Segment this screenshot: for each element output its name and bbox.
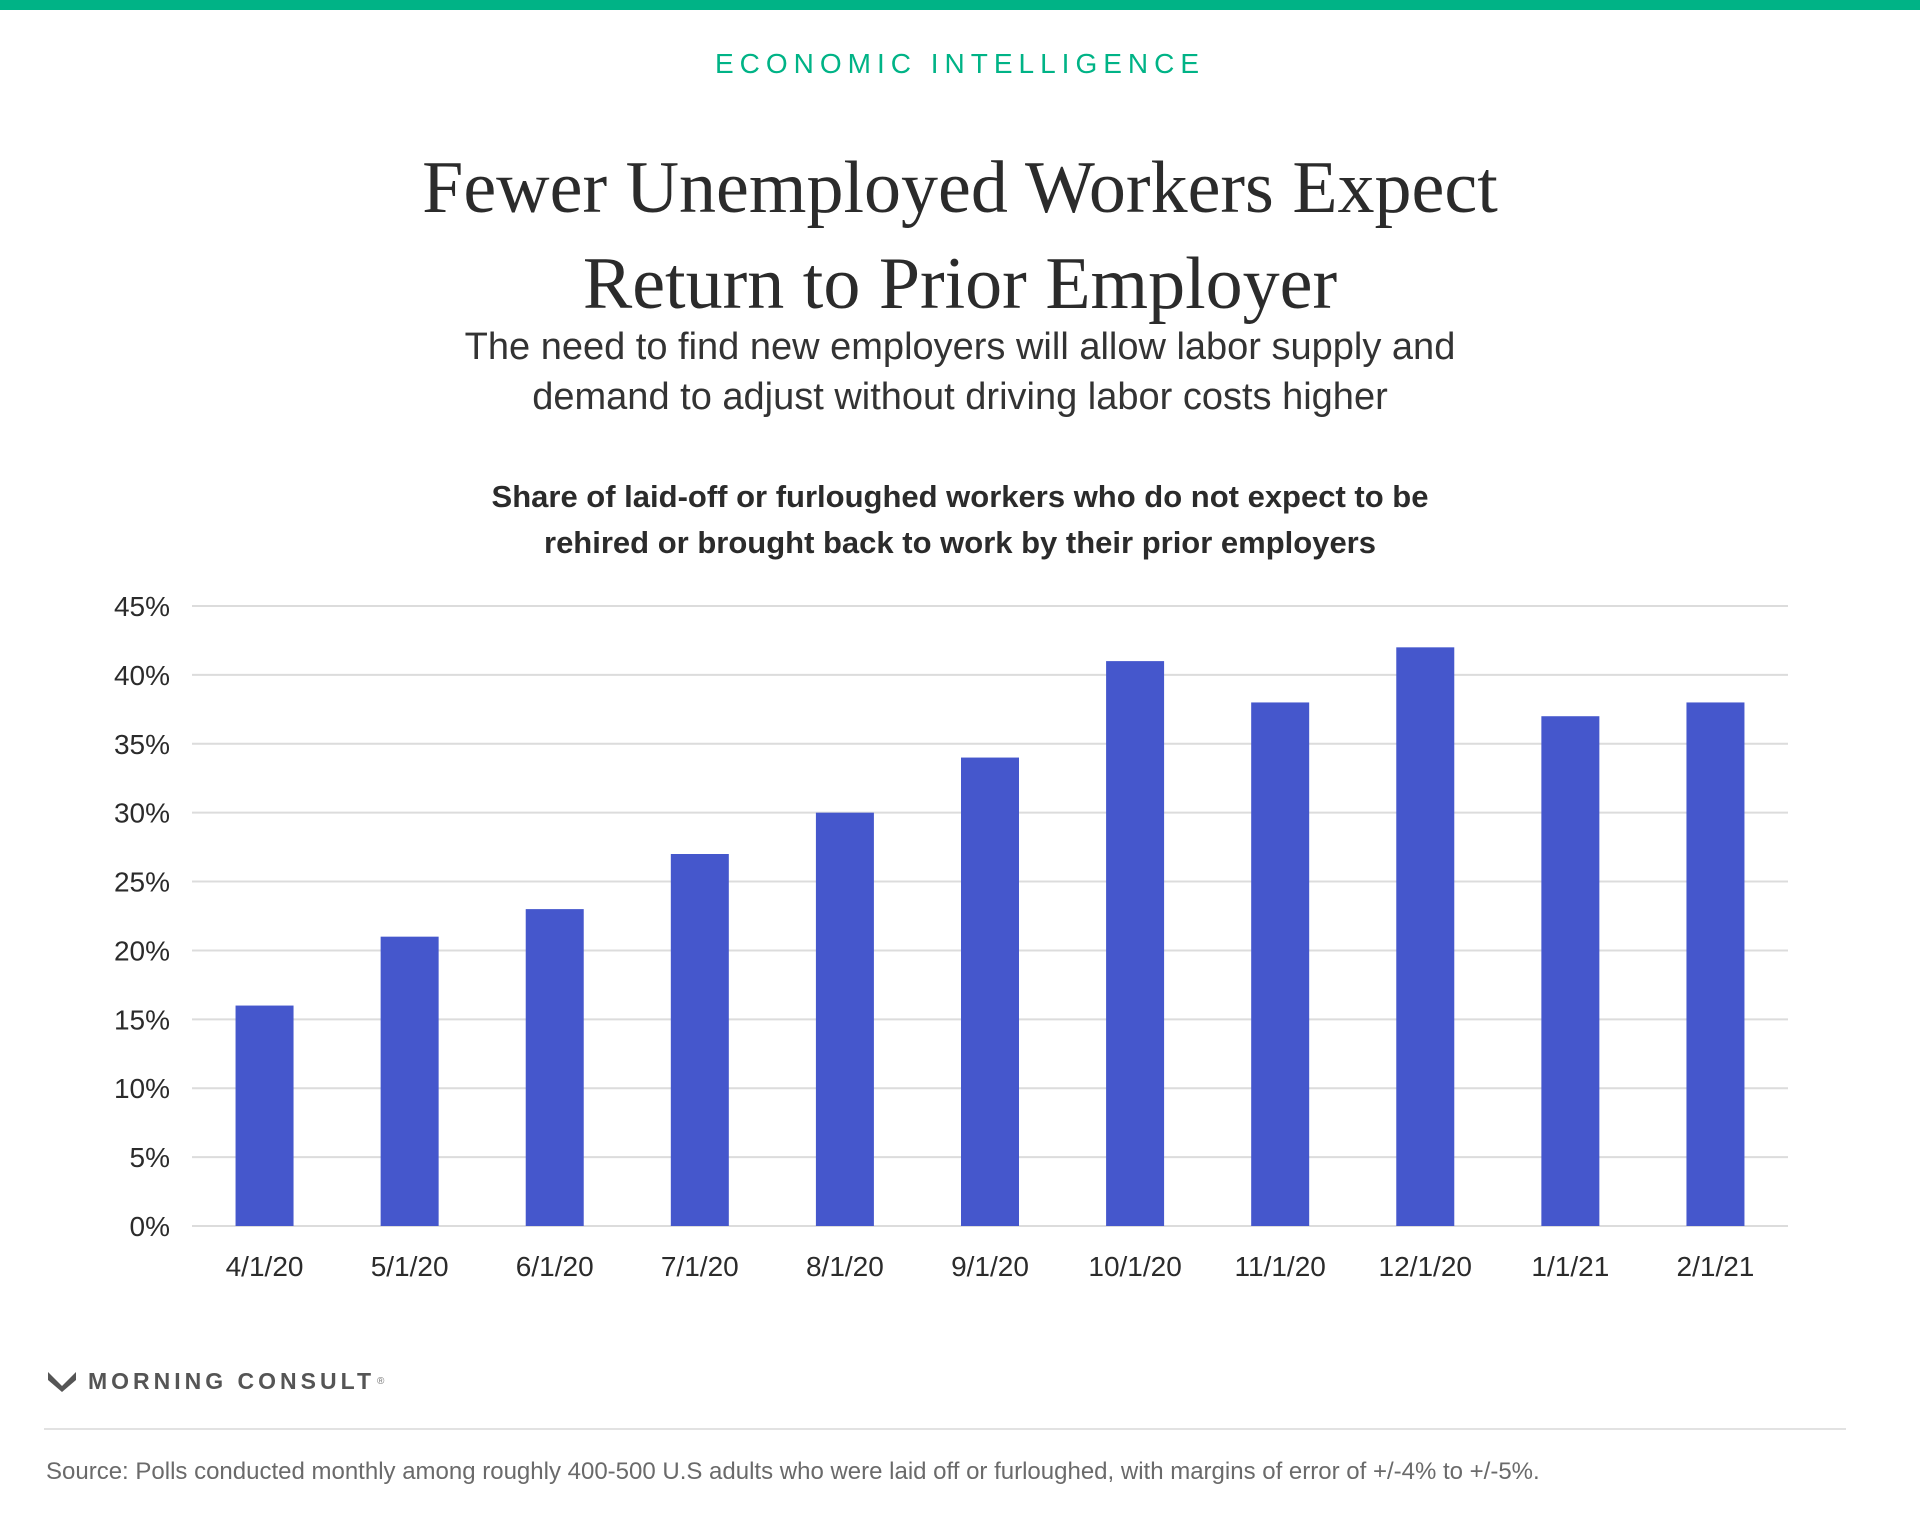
accent-top-bar (0, 0, 1920, 10)
x-tick-label: 6/1/20 (516, 1251, 594, 1282)
bar (235, 1005, 294, 1226)
bar (961, 757, 1019, 1226)
brand-name: MORNING CONSULT (88, 1367, 376, 1394)
y-tick-label: 45% (114, 591, 170, 622)
page-title: Fewer Unemployed Workers Expect Return t… (0, 140, 1920, 332)
source-note: Source: Polls conducted monthly among ro… (46, 1458, 1540, 1485)
y-tick-label: 10% (114, 1073, 170, 1104)
y-tick-label: 15% (114, 1004, 170, 1035)
title-line-2: Return to Prior Employer (582, 243, 1338, 325)
x-tick-label: 11/1/20 (1235, 1251, 1326, 1282)
bar (1541, 716, 1600, 1226)
title-line-1: Fewer Unemployed Workers Expect (422, 147, 1498, 229)
subtitle-line-1: The need to find new employers will allo… (464, 326, 1456, 368)
chart-title: Share of laid-off or furloughed workers … (0, 474, 1920, 566)
bar (815, 812, 874, 1226)
bar-chart: 0% 5% 10% 15% 20% 25% 30% 35% 40% 45% 4/1/20 5/1/20… (114, 591, 1788, 1282)
y-tick-label: 40% (114, 660, 170, 691)
x-tick-label: 9/1/20 (951, 1251, 1029, 1282)
y-tick-label: 0% (130, 1211, 170, 1242)
x-tick-label: 12/1/20 (1379, 1251, 1472, 1282)
morning-consult-logo-icon (48, 1372, 76, 1392)
bar (1396, 647, 1455, 1226)
section-label: ECONOMIC INTELLIGENCE (714, 48, 1206, 79)
x-tick-label: 1/1/21 (1531, 1251, 1609, 1282)
x-tick-label: 8/1/20 (806, 1251, 884, 1282)
chart-title-line-2: rehired or brought back to work by their… (544, 525, 1376, 560)
y-tick-label: 35% (114, 729, 170, 760)
page-subtitle: The need to find new employers will allo… (0, 322, 1920, 422)
x-tick-label: 10/1/20 (1088, 1251, 1181, 1282)
y-tick-label: 30% (114, 798, 170, 829)
bar (1106, 661, 1165, 1226)
bar (380, 936, 439, 1226)
registered-mark: ® (377, 1375, 385, 1387)
y-tick-label: 5% (130, 1142, 170, 1173)
brand-footer: MORNING CONSULT ® (46, 1364, 384, 1398)
subtitle-line-2: demand to adjust without driving labor c… (532, 376, 1388, 418)
bar (525, 909, 584, 1226)
x-tick-label: 4/1/20 (226, 1251, 304, 1282)
x-tick-label: 2/1/21 (1677, 1251, 1755, 1282)
bar (670, 854, 729, 1226)
bar (1686, 702, 1745, 1226)
bar (1251, 702, 1310, 1226)
y-tick-label: 20% (114, 935, 170, 966)
x-tick-label: 5/1/20 (371, 1251, 449, 1282)
chart-title-line-1: Share of laid-off or furloughed workers … (491, 479, 1429, 514)
footer-divider (44, 1428, 1846, 1430)
y-tick-label: 25% (114, 867, 170, 898)
x-tick-label: 7/1/20 (661, 1251, 739, 1282)
